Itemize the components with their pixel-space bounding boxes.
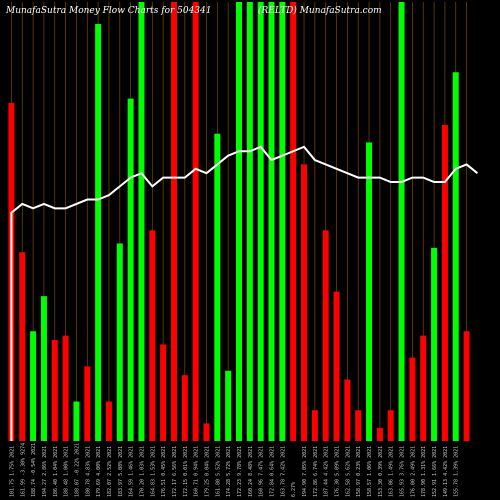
chart-title-right: (RELTD) MunafaSutra.com xyxy=(258,5,382,16)
x-tick-label: 174.28 5.72% 2021 xyxy=(226,446,232,497)
bar-up xyxy=(116,243,123,441)
x-tick-label: 182.07 2.52% 2021 xyxy=(107,446,113,497)
x-tick-label: 160.24 8.48% 2021 xyxy=(248,446,254,497)
bar-down xyxy=(290,2,297,441)
x-tick-label: 101.75 1.75% 2021 xyxy=(9,446,15,497)
x-tick-label: 172.86 6.74% 2021 xyxy=(313,446,319,497)
x-tick-label: 176.30 5.09% 2021 xyxy=(335,446,341,497)
x-tick-label: 170.20 1.03% 2021 xyxy=(139,446,145,497)
x-tick-label: 164.59 1.46% 2021 xyxy=(129,446,135,497)
bar-up xyxy=(366,142,373,442)
bar-down xyxy=(311,410,318,441)
x-tick-label: 163.06 1.49% 2021 xyxy=(389,446,395,497)
bar-down xyxy=(192,2,199,441)
bar-down xyxy=(322,230,329,441)
x-tick-label: 164.83 1.53% 2021 xyxy=(150,446,156,497)
x-tick-label: 161.80 5.52% 2021 xyxy=(215,446,221,497)
x-tick-label: 162.58 5.62% 2021 xyxy=(345,446,351,497)
bar-up xyxy=(95,23,102,441)
bar-up xyxy=(236,2,242,441)
bar-up xyxy=(214,133,221,441)
x-tick-label: 172.23 9.78% 2021 xyxy=(237,446,243,497)
x-tick-label: 155.78 1.39% 2021 xyxy=(454,446,460,497)
x-tick-label: 194.90 7.05% 2021 xyxy=(302,446,308,497)
x-tick-label: 149.13 4.42% 2021 xyxy=(443,446,449,497)
x-tick-label: 188.74 -0.54% 2021 xyxy=(31,443,37,497)
bar-down xyxy=(344,379,351,441)
x-tick-labels: 101.75 1.75% 2021 161.99 -3.30% 9274 188.7… xyxy=(9,443,459,497)
x-tick-label: 178.90 1.31% 2021 xyxy=(421,446,427,497)
x-tick-label: 160.71 0.94% 2021 xyxy=(194,446,200,497)
x-tick-label: 194.27 2.86% 2021 xyxy=(42,446,48,497)
bar-down xyxy=(355,410,362,441)
x-tick-label: 163.78 7.42% 2021 xyxy=(280,446,286,497)
bar-down xyxy=(463,331,470,441)
money-flow-line xyxy=(10,145,479,441)
bar-up xyxy=(138,2,145,441)
bar-down xyxy=(420,335,427,441)
bar-down xyxy=(181,375,188,441)
bar-down xyxy=(333,291,340,441)
bar-down xyxy=(51,340,58,441)
bar-down xyxy=(376,427,383,441)
bar-up xyxy=(127,98,134,441)
x-tick-label: 172.15 0.01% 2021 xyxy=(183,446,189,497)
bar-series xyxy=(8,2,470,442)
bar-up xyxy=(246,2,253,441)
bar-down xyxy=(105,401,112,441)
bar-up xyxy=(30,331,37,441)
x-tick-label: 187.44 4.42% 2021 xyxy=(324,446,330,497)
x-tick-label: 176.00 2.49% 2021 xyxy=(410,446,416,497)
x-tick-label: 179.25 0.04% 2021 xyxy=(204,446,210,497)
bar-down xyxy=(387,410,394,441)
x-tick-label: 158.57 1.06% 2021 xyxy=(367,446,373,497)
x-tick-label: 179.69 4.00% 2021 xyxy=(96,446,102,497)
bar-down xyxy=(160,344,167,441)
x-tick-label: 183.97 5.08% 2021 xyxy=(118,446,124,497)
chart-title-left: MunafaSutra Money Flow Charts for 504341 xyxy=(5,6,212,16)
bar-down xyxy=(84,366,91,441)
bar-down xyxy=(170,2,177,441)
x-tick-label: 176.51 0.45% 2021 xyxy=(161,446,167,497)
x-tick-label: 188.07 -0.22% 2021 xyxy=(74,443,80,497)
x-tick-label: 158.97 0.23% 2021 xyxy=(356,446,362,497)
bar-down xyxy=(301,164,308,441)
x-tick-label: 161.99 -3.30% 9274 xyxy=(20,443,26,497)
x-tick-label: 172.17 6.56% 2021 xyxy=(172,446,178,497)
bar-down xyxy=(149,230,156,441)
bar-up xyxy=(452,72,459,442)
x-tick-label: 186.40 1.04% 2021 xyxy=(53,446,59,497)
x-tick-label: 153.30 0.39% 2021 xyxy=(378,446,384,497)
bar-down xyxy=(19,252,26,441)
x-tick-label: 165.93 3.76% 2021 xyxy=(400,446,406,497)
bar-up xyxy=(279,2,286,441)
x-tick-label: 6.27% xyxy=(291,482,297,497)
bar-up xyxy=(225,370,232,441)
bar-down xyxy=(441,124,448,442)
bar-down xyxy=(203,423,210,441)
bar-up xyxy=(431,247,438,441)
bar-up xyxy=(268,2,275,441)
bar-up xyxy=(73,401,80,441)
x-tick-label: 172.84 0.64% 2021 xyxy=(270,446,276,497)
x-tick-label: 152.91 1.66% 2021 xyxy=(432,446,438,497)
bar-down xyxy=(62,335,69,441)
bar-up xyxy=(398,2,405,441)
x-tick-label: 160.96 7.47% 2021 xyxy=(259,446,265,497)
x-tick-label: 180.78 4.83% 2021 xyxy=(85,446,91,497)
x-tick-label: 188.48 1.00% 2021 xyxy=(64,446,70,497)
bar-up xyxy=(257,2,264,441)
bar-down xyxy=(409,357,416,441)
bar-up xyxy=(40,296,47,441)
